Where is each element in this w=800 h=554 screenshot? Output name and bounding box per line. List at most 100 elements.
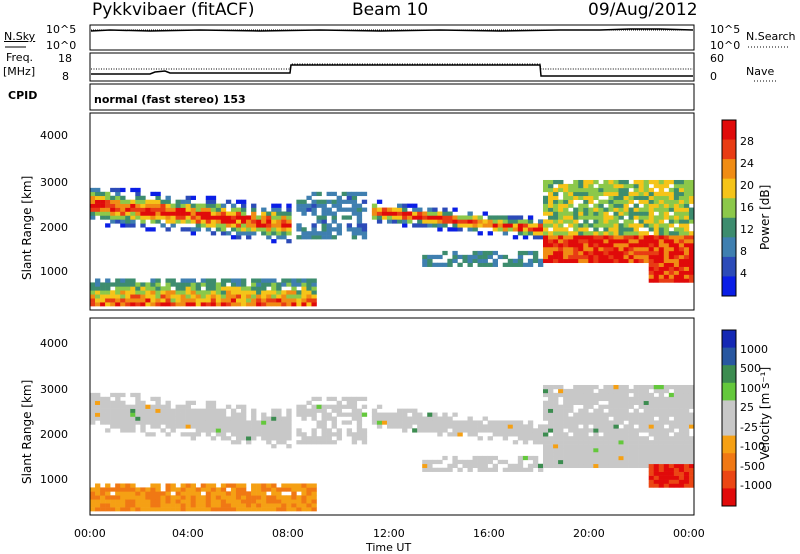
power-cell (326, 191, 332, 197)
power-cell (537, 235, 544, 240)
velocity-cell (90, 400, 96, 405)
velocity-cell (241, 416, 247, 421)
velocity-cell (663, 428, 670, 433)
power-cell (512, 235, 519, 240)
power-cell (155, 290, 161, 295)
power-cell (598, 250, 604, 256)
velocity-cell (537, 432, 544, 437)
velocity-cell (190, 499, 196, 504)
velocity-cell (125, 507, 131, 512)
power-cell (386, 211, 393, 216)
power-cell (230, 203, 237, 208)
velocity-cell (588, 416, 594, 421)
power-cell (548, 231, 554, 236)
velocity-cell (185, 503, 191, 508)
power-cell (185, 199, 191, 204)
velocity-cell (437, 420, 443, 425)
power-cell (618, 231, 624, 236)
velocity-cell (673, 412, 680, 417)
power-cell (120, 294, 126, 299)
velocity-cell (210, 400, 217, 405)
power-cell (175, 199, 181, 204)
power-cell (532, 250, 539, 256)
power-cell (155, 219, 161, 224)
xtick-0800: 08:00 (272, 527, 304, 540)
velocity-cell (548, 463, 554, 469)
power-cell (658, 254, 665, 260)
power-cell (638, 258, 644, 264)
velocity-cell (618, 451, 624, 457)
power-cell (311, 203, 317, 208)
power-cell (548, 183, 554, 189)
power-cell (628, 191, 634, 197)
velocity-cell (105, 507, 111, 512)
power-cell (608, 231, 614, 236)
velocity-cell (588, 444, 594, 449)
power-cell (225, 294, 232, 299)
velocity-cell (527, 428, 534, 433)
power-cell (638, 235, 644, 240)
velocity-cell (598, 388, 604, 394)
velocity-cell (512, 432, 519, 437)
velocity-cell (210, 420, 217, 425)
velocity-cell (155, 420, 161, 425)
velocity-cell (688, 455, 695, 461)
power-cell (135, 207, 141, 212)
power-cell (447, 258, 453, 264)
velocity-cell (205, 408, 212, 413)
velocity-cell (346, 400, 353, 405)
velocity-cell (291, 507, 297, 512)
velocity-cell (331, 396, 337, 402)
power-cell (155, 302, 161, 307)
power-cell (558, 187, 564, 193)
power-cell (311, 191, 317, 197)
power-cell (241, 203, 247, 208)
power-cell (628, 223, 634, 228)
velocity-cell (256, 424, 262, 429)
velocity-cell (653, 424, 660, 429)
velocity-cell (145, 416, 151, 421)
power-cell (386, 207, 393, 212)
power-cell (361, 235, 368, 240)
velocity-cell (241, 499, 247, 504)
velocity-cell (145, 487, 151, 492)
velocity-cell (417, 424, 423, 429)
power-cell (422, 262, 428, 267)
velocity-cell (437, 416, 443, 421)
velocity-cell (598, 440, 604, 445)
power-cell (241, 215, 247, 220)
velocity-cell (185, 424, 191, 429)
power-cell (563, 231, 569, 236)
power-cell (251, 223, 257, 228)
velocity-cell (321, 404, 327, 409)
power-cell (573, 183, 579, 189)
velocity-cell (563, 388, 569, 394)
velocity-cell (618, 436, 624, 441)
power-cell (140, 199, 146, 204)
velocity-cell (573, 392, 579, 398)
velocity-cell (643, 412, 649, 417)
power-cell (371, 211, 378, 216)
velocity-cell (568, 440, 574, 445)
power-cell (195, 207, 202, 212)
velocity-cell (205, 420, 212, 425)
velocity-cell (205, 491, 212, 496)
power-cell (568, 219, 574, 224)
velocity-cell (276, 440, 282, 445)
power-cell (512, 262, 519, 267)
velocity-cell (311, 503, 317, 508)
velocity-cell (170, 416, 176, 421)
velocity-cell (251, 507, 257, 512)
velocity-cell (200, 483, 207, 488)
power-cell (683, 246, 690, 252)
power-cell (537, 258, 544, 264)
power-cell (296, 298, 302, 303)
power-cell (225, 278, 232, 283)
power-cell (668, 187, 675, 193)
velocity-cell (130, 495, 136, 500)
power-cell (648, 199, 655, 204)
power-cell (663, 191, 670, 197)
power-cell (658, 243, 665, 248)
power-cell (477, 258, 483, 264)
power-cell (235, 199, 242, 204)
